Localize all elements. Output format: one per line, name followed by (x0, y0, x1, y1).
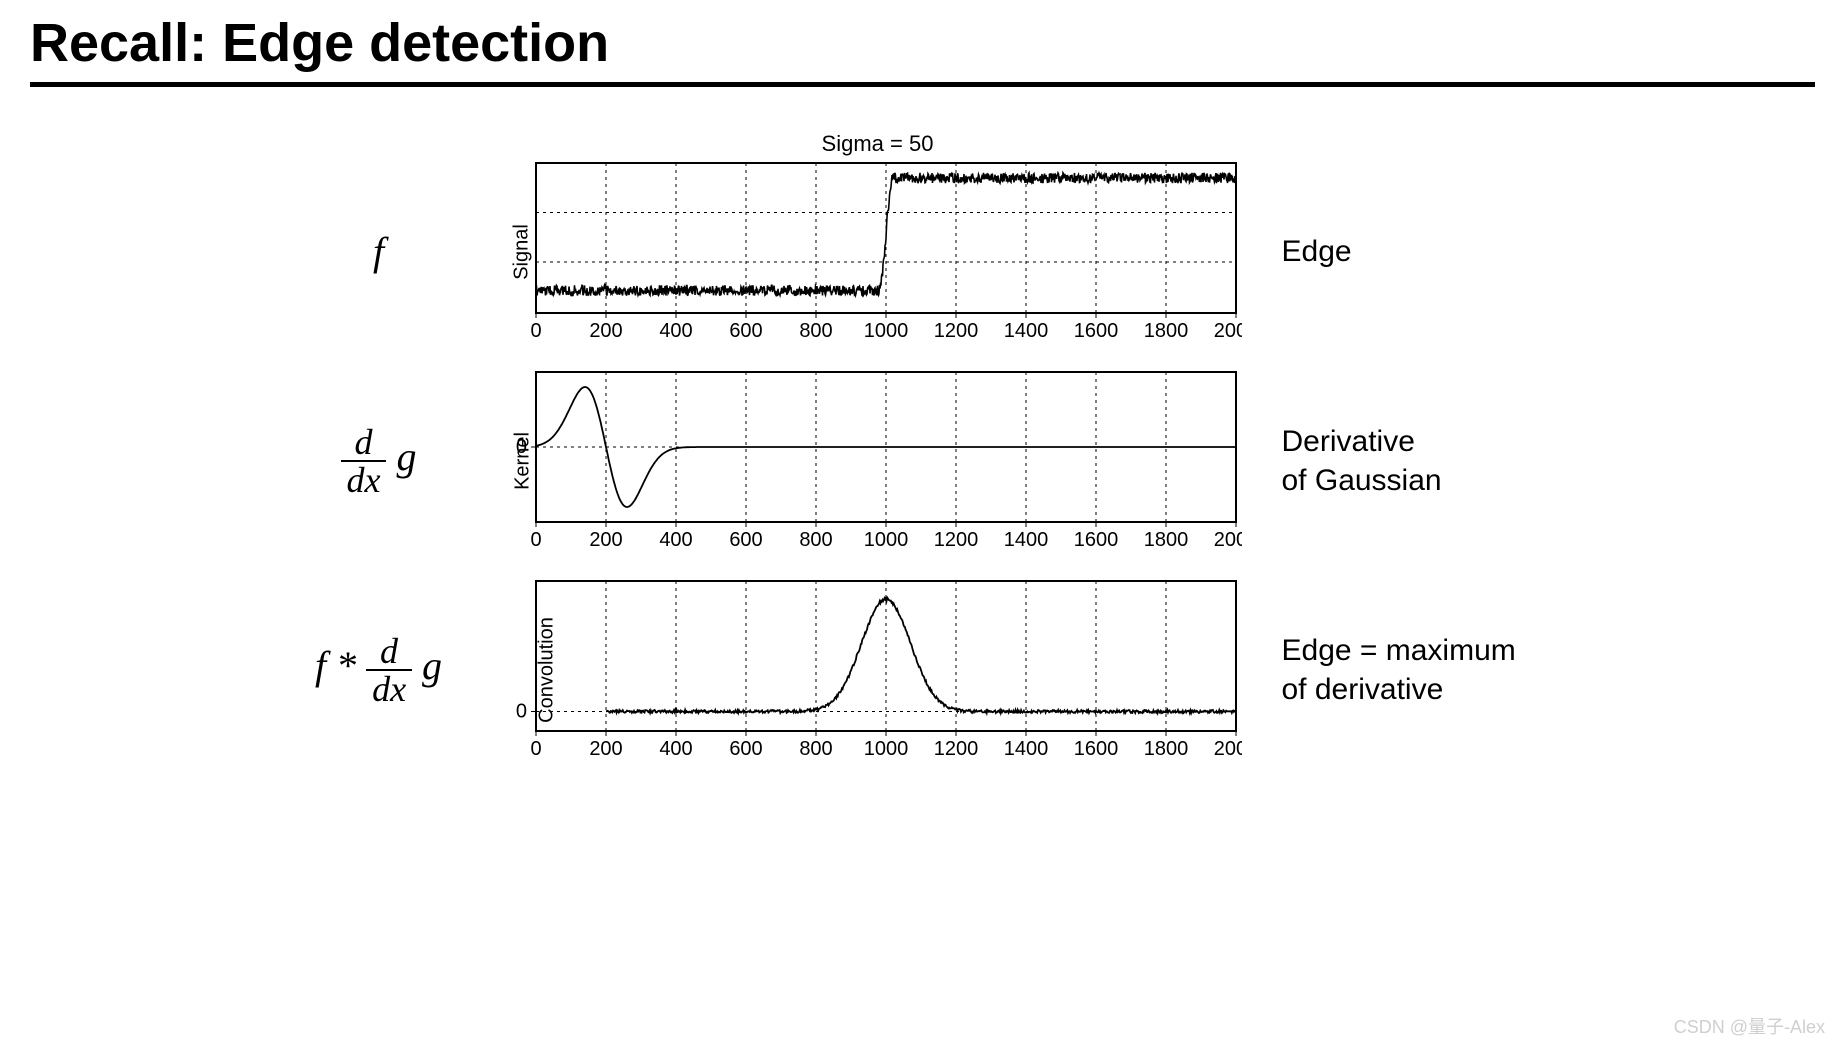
svg-text:0: 0 (515, 701, 526, 723)
left-label-f: f (274, 228, 484, 275)
svg-text:1200: 1200 (933, 738, 978, 759)
chart-signal: 0 200 400 600 800 1000 1200 1400 1600 1800 2000 (514, 157, 1242, 341)
svg-text:1600: 1600 (1073, 320, 1118, 341)
svg-text:1000: 1000 (863, 320, 908, 341)
svg-text:800: 800 (799, 738, 832, 759)
left-label-ddx-g: ddx g (274, 424, 484, 498)
svg-text:600: 600 (729, 320, 762, 341)
chart-signal-wrap: Sigma = 50 Signal 0200400600800100012001… (514, 157, 1242, 346)
right-label-edge: Edge (1272, 232, 1572, 271)
svg-text:200: 200 (589, 529, 622, 550)
chart-kernel: 02004006008001000120014001600180020000 (514, 366, 1242, 550)
caption-sigma: Sigma = 50 (514, 131, 1242, 157)
title-rule (30, 82, 1815, 87)
ylabel-kernel: Kernel (511, 432, 534, 490)
svg-text:2000: 2000 (1213, 529, 1241, 550)
ylabel-conv: Convolution (535, 617, 558, 723)
svg-text:200: 200 (589, 320, 622, 341)
svg-text:2000: 2000 (1213, 320, 1241, 341)
svg-text:1400: 1400 (1003, 320, 1048, 341)
svg-text:2000: 2000 (1213, 738, 1241, 759)
svg-text:1200: 1200 (933, 529, 978, 550)
chart-kernel-wrap: Kernel 0 200 400 600 800 1000 1200 1400 1600 1800… (514, 366, 1242, 555)
svg-text:1400: 1400 (1003, 738, 1048, 759)
svg-text:800: 800 (799, 320, 832, 341)
right-label-maxderiv: Edge = maximumof derivative (1272, 631, 1572, 709)
svg-text:1200: 1200 (933, 320, 978, 341)
svg-text:1000: 1000 (863, 529, 908, 550)
svg-text:400: 400 (659, 320, 692, 341)
right-label-dog: Derivativeof Gaussian (1272, 422, 1572, 500)
svg-text:800: 800 (799, 529, 832, 550)
svg-text:0: 0 (530, 529, 541, 550)
svg-text:400: 400 (659, 529, 692, 550)
svg-text:600: 600 (729, 529, 762, 550)
svg-text:1600: 1600 (1073, 738, 1118, 759)
watermark: CSDN @量子-Alex (1674, 1013, 1825, 1039)
row-kernel: ddx g Kernel 0 200 400 600 800 1000 1200 1400 16… (30, 366, 1815, 555)
row-conv: f * ddx g Convolution 0 200 400 600 800 1000 1… (30, 575, 1815, 764)
slide: Recall: Edge detection f Sigma = 50 Sign… (0, 0, 1845, 814)
chart-conv: 0 200 400 600 800 1000 1200 1400 1600 1800 2000 0 (514, 575, 1242, 759)
row-signal: f Sigma = 50 Signal 02004006008001000120… (30, 157, 1815, 346)
left-label-conv: f * ddx g (274, 633, 484, 707)
svg-text:1400: 1400 (1003, 529, 1048, 550)
svg-text:1800: 1800 (1143, 529, 1188, 550)
svg-text:1000: 1000 (863, 738, 908, 759)
slide-title: Recall: Edge detection (30, 0, 1815, 82)
svg-text:0: 0 (530, 738, 541, 759)
svg-text:200: 200 (589, 738, 622, 759)
svg-text:1600: 1600 (1073, 529, 1118, 550)
chart-conv-wrap: Convolution 0 200 400 600 800 1000 1200 1400 160… (514, 575, 1242, 764)
svg-text:1800: 1800 (1143, 738, 1188, 759)
svg-text:400: 400 (659, 738, 692, 759)
svg-text:1800: 1800 (1143, 320, 1188, 341)
ylabel-signal: Signal (510, 224, 533, 280)
svg-text:0: 0 (530, 320, 541, 341)
svg-text:600: 600 (729, 738, 762, 759)
